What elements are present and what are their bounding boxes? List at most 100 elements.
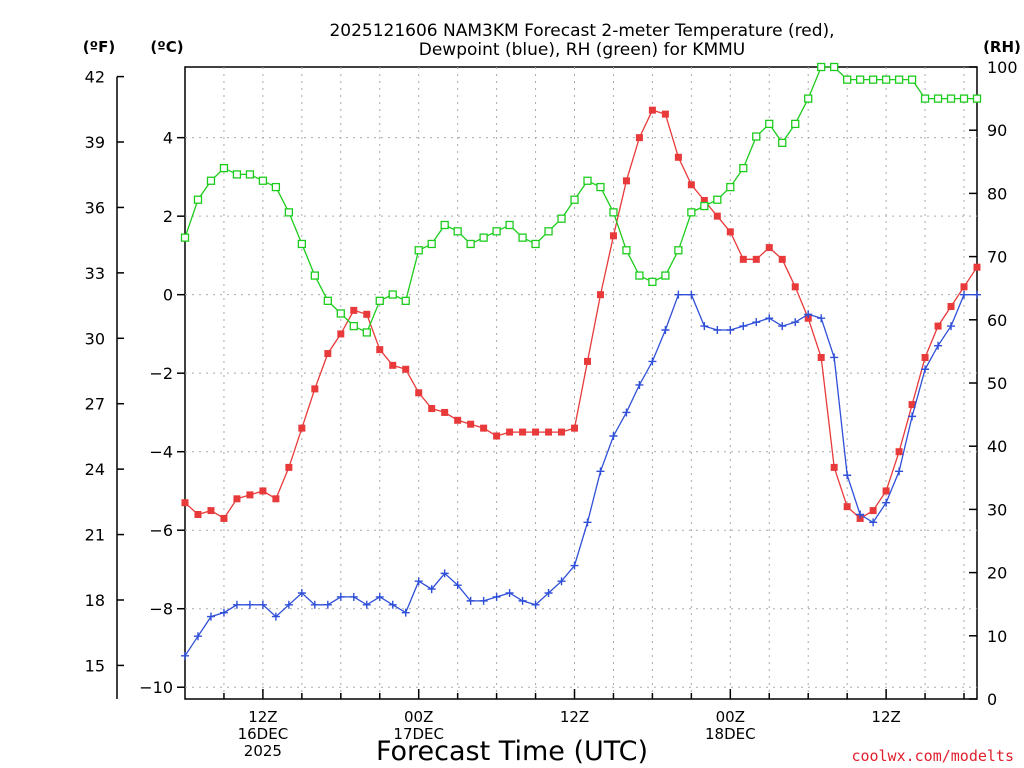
celsius-axis: 4 2 0 −2 −4 −6 −8 −10 — [139, 129, 185, 697]
temperature-point — [843, 503, 851, 511]
rh-point — [479, 233, 488, 242]
rh-point — [765, 119, 774, 129]
time-tick-label: 12Z — [871, 708, 900, 726]
temperature-point — [609, 232, 617, 240]
dewpoint-point — [401, 608, 410, 617]
dewpoint-point — [570, 561, 579, 570]
dewpoint-point — [856, 510, 865, 519]
temperature-point — [830, 463, 838, 471]
temperature-point — [622, 177, 630, 185]
dewpoint-point — [466, 596, 475, 605]
temperature-point — [324, 350, 332, 358]
temperature-point — [817, 353, 825, 361]
rh-point — [843, 75, 852, 84]
temperature-point — [376, 346, 384, 354]
dewpoint-point — [453, 581, 462, 590]
celsius-tick-label: 4 — [163, 129, 173, 148]
rh-point — [804, 94, 813, 103]
rh-point — [933, 94, 943, 103]
rh-tick-label: 0 — [987, 690, 997, 709]
temperature-point — [882, 487, 890, 495]
temperature-point — [298, 424, 306, 432]
dewpoint-point — [622, 408, 631, 417]
temperature-point — [181, 499, 189, 507]
dewpoint-point — [635, 380, 644, 389]
rh-point — [440, 220, 449, 230]
dewpoint-point — [739, 322, 748, 331]
fahrenheit-tick-label: 33 — [85, 264, 105, 283]
rh-point — [648, 277, 657, 287]
rh-point — [920, 94, 930, 103]
dewpoint-point — [505, 589, 514, 598]
rh-point — [752, 132, 761, 141]
rh-point — [375, 296, 384, 305]
temperature-point — [571, 424, 579, 432]
dewpoint-point — [973, 290, 981, 299]
temperature-point — [402, 365, 410, 373]
dewpoint-point — [895, 467, 904, 476]
dewpoint-point — [427, 585, 436, 594]
temperature-point — [441, 408, 449, 416]
rh-tick-label: 40 — [987, 437, 1007, 456]
dewpoint-point — [882, 498, 891, 507]
temperature-point — [480, 424, 488, 432]
celsius-tick-label: 0 — [163, 286, 173, 305]
rh-point — [544, 227, 553, 236]
temperature-point — [895, 448, 903, 456]
rh-point — [687, 208, 696, 217]
temperature-point — [272, 495, 280, 503]
grid-lines — [185, 67, 977, 699]
dewpoint-point — [752, 318, 761, 327]
dewpoint-point — [661, 326, 670, 335]
celsius-tick-label: 2 — [163, 207, 173, 226]
dewpoint-point — [869, 518, 878, 527]
rh-point — [492, 227, 501, 236]
rh-point — [310, 271, 319, 280]
dewpoint-point — [843, 471, 852, 480]
temperature-point — [921, 353, 929, 361]
rh-point — [531, 239, 540, 249]
rh-point — [466, 239, 475, 249]
celsius-tick-label: −6 — [149, 521, 173, 540]
x-axis-title: Forecast Time (UTC) — [376, 736, 648, 767]
celsius-tick-label: −8 — [149, 600, 173, 619]
rh-tick-label: 60 — [987, 311, 1007, 330]
rh-tick-label: 30 — [987, 500, 1007, 519]
dewpoint-point — [557, 577, 566, 586]
rh-point — [232, 170, 242, 179]
temperature-point — [233, 495, 241, 503]
dewpoint-point — [414, 577, 423, 586]
temperature-point — [934, 322, 942, 330]
dewpoint-point — [544, 589, 553, 598]
fahrenheit-tick-label: 27 — [85, 395, 105, 414]
temperature-point — [726, 228, 734, 236]
rh-point — [193, 195, 203, 204]
rh-point — [583, 176, 592, 185]
celsius-tick-label: −4 — [149, 443, 173, 462]
dewpoint-point — [648, 357, 657, 366]
temperature-point — [506, 428, 514, 436]
dewpoint-point — [583, 518, 592, 527]
temperature-point — [687, 181, 695, 189]
rh-point — [972, 94, 982, 103]
temperature-point — [960, 283, 968, 291]
dewpoint-point — [310, 600, 319, 609]
rh-point — [778, 138, 787, 147]
rh-point — [894, 75, 904, 84]
dewpoint-point — [375, 592, 384, 601]
rh-point — [596, 182, 605, 192]
rh-point — [713, 195, 722, 204]
rh-line — [184, 66, 977, 334]
rh-tick-label: 50 — [987, 374, 1007, 393]
temperature-point — [519, 428, 527, 436]
rh-point — [946, 94, 956, 103]
rh-point — [401, 296, 410, 305]
rh-point — [726, 182, 735, 192]
rh-point — [414, 246, 423, 255]
dewpoint-point — [232, 600, 241, 609]
temperature-point — [467, 420, 475, 428]
rh-point — [219, 163, 229, 173]
rh-point — [349, 321, 358, 331]
